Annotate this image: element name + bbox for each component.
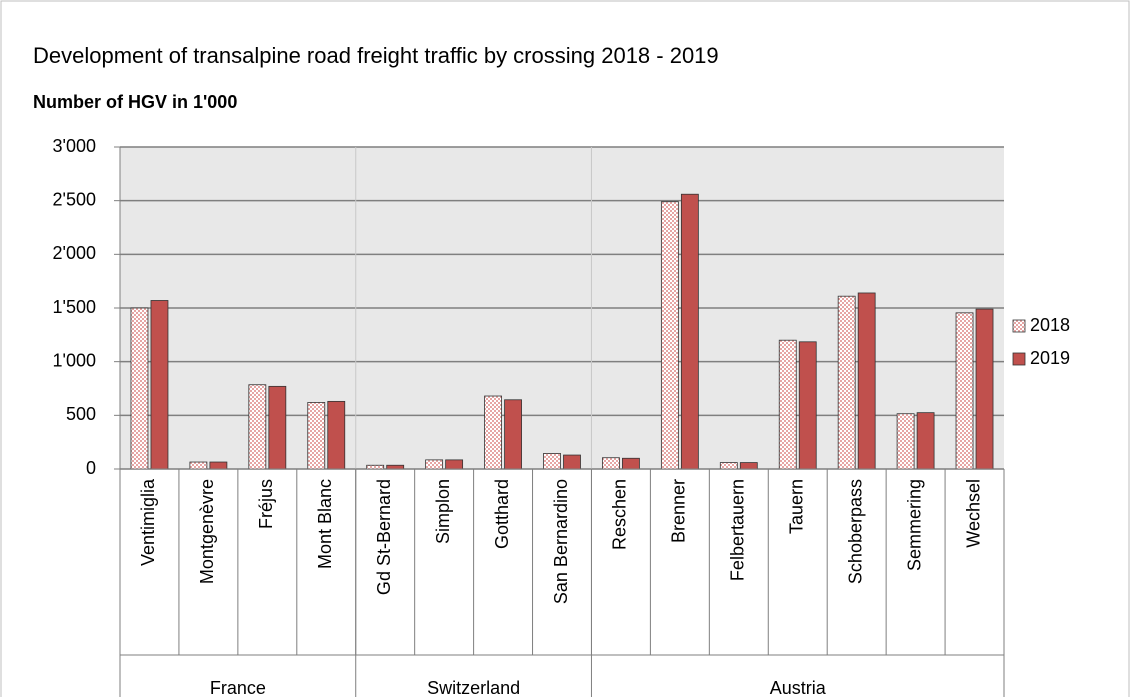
x-tick-label: Gotthard — [492, 479, 512, 549]
x-tick-label: Fréjus — [256, 479, 276, 529]
group-label: Austria — [770, 678, 827, 697]
legend-label: 2019 — [1030, 348, 1070, 368]
bar — [680, 193, 699, 470]
y-tick-label: 1'000 — [53, 350, 96, 370]
x-tick-label: Ventimiglia — [138, 478, 158, 566]
bar — [130, 307, 149, 470]
bar — [386, 464, 405, 470]
y-tick-label: 3'000 — [53, 136, 96, 156]
x-tick-label: Simplon — [433, 479, 453, 544]
bar — [837, 295, 856, 470]
bar — [916, 412, 935, 470]
bar — [955, 312, 974, 470]
bar — [543, 453, 561, 470]
legend-swatch — [1012, 319, 1026, 333]
bar — [739, 462, 758, 470]
x-tick-label: Montgenèvre — [197, 479, 217, 584]
bar — [896, 413, 915, 470]
bar — [857, 292, 876, 470]
bar — [209, 461, 228, 470]
y-tick-label: 0 — [86, 458, 96, 478]
x-tick-label: Brenner — [669, 479, 689, 543]
legend-swatch — [1012, 352, 1026, 366]
bar — [307, 402, 326, 470]
y-tick-label: 500 — [66, 404, 96, 424]
bar — [366, 464, 385, 470]
bar — [327, 400, 346, 470]
x-tick-label: Mont Blanc — [315, 479, 335, 569]
group-label: France — [210, 678, 266, 697]
x-tick-label: Tauern — [786, 479, 806, 534]
bar — [248, 384, 267, 470]
bar — [189, 461, 208, 470]
x-tick-label: Semmering — [904, 479, 924, 571]
x-tick-label: Reschen — [610, 479, 630, 550]
bar — [975, 308, 994, 470]
bar — [798, 341, 817, 470]
bar — [445, 459, 464, 470]
chart-title: Development of transalpine road freight … — [33, 43, 719, 68]
bar — [622, 457, 640, 470]
x-tick-label: Wechsel — [963, 479, 983, 548]
x-tick-label: Felbertauern — [728, 479, 748, 581]
group-label: Switzerland — [427, 678, 520, 697]
x-tick-label: Schoberpass — [845, 479, 865, 584]
bar — [563, 454, 581, 470]
y-tick-label: 1'500 — [53, 297, 96, 317]
bar — [778, 339, 797, 470]
x-tick-label: San Bernardino — [551, 479, 571, 604]
y-tick-label: 2'500 — [53, 189, 96, 209]
bar — [719, 462, 738, 470]
bar — [504, 399, 522, 470]
bar — [425, 459, 444, 470]
chart-subtitle: Number of HGV in 1'000 — [33, 92, 237, 112]
bar — [150, 300, 169, 470]
bar — [602, 457, 620, 470]
bar — [268, 385, 287, 470]
bar — [660, 201, 679, 470]
y-tick-label: 2'000 — [53, 243, 96, 263]
legend-label: 2018 — [1030, 315, 1070, 335]
x-tick-label: Gd St-Bernard — [374, 479, 394, 595]
bar — [484, 395, 502, 470]
